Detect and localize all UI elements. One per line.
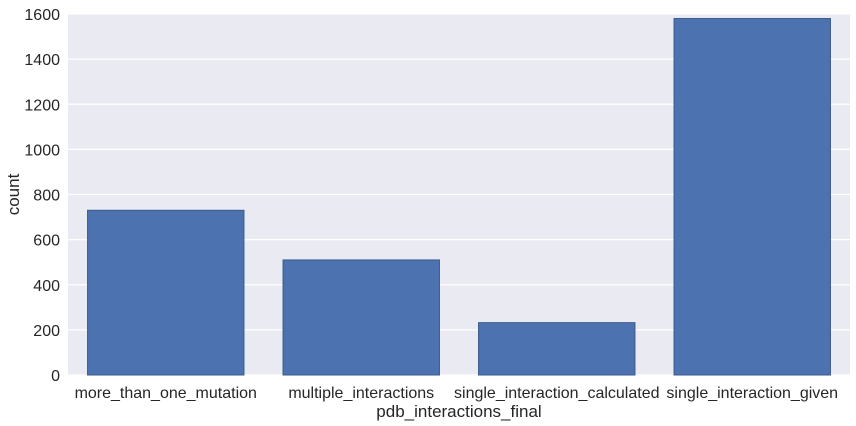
- y-tick-label: 600: [33, 233, 60, 250]
- y-tick-label: 1000: [24, 142, 60, 159]
- bars: [87, 18, 831, 376]
- x-tick-label: single_interaction_given: [666, 385, 838, 402]
- x-tick-label: more_than_one_mutation: [75, 385, 257, 402]
- y-tick-label: 0: [51, 368, 60, 385]
- bar-single-interaction-calculated: [478, 322, 636, 376]
- y-tick-label: 1600: [24, 7, 60, 24]
- y-tick-labels: 0 200 400 600 800 1000 1200 1400 1600: [24, 7, 60, 385]
- y-tick-label: 400: [33, 278, 60, 295]
- y-tick-label: 200: [33, 323, 60, 340]
- bar-multiple-interactions: [282, 259, 440, 376]
- y-tick-label: 1400: [24, 52, 60, 69]
- y-tick-label: 1200: [24, 97, 60, 114]
- x-tick-label: multiple_interactions: [288, 385, 434, 402]
- x-tick-label: single_interaction_calculated: [454, 385, 659, 402]
- x-tick-labels: more_than_one_mutation multiple_interacti…: [75, 385, 839, 402]
- bar-more-than-one-mutation: [87, 209, 245, 376]
- x-axis-label: pdb_interactions_final: [376, 402, 541, 421]
- y-tick-label: 800: [33, 188, 60, 205]
- bar-single-interaction-given: [673, 18, 831, 376]
- y-axis-label: count: [4, 173, 23, 215]
